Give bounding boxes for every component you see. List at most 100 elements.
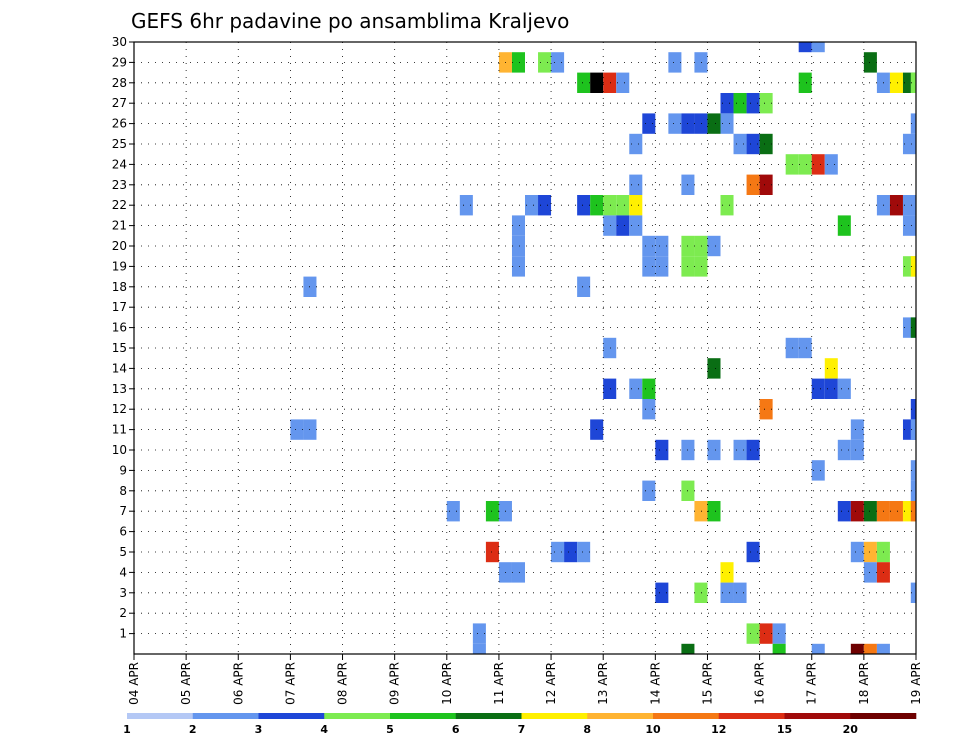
x-tick-label: 09 APR [388, 662, 402, 705]
heatmap-cell [720, 113, 734, 134]
heatmap-cell [642, 399, 656, 420]
x-tick-label: 15 APR [700, 662, 714, 705]
heatmap-cell [577, 276, 591, 297]
heatmap-cell [889, 195, 903, 216]
x-tick-label: 07 APR [283, 662, 297, 705]
heatmap-cell [910, 256, 916, 277]
heatmap-cell [798, 72, 812, 93]
heatmap-cell [629, 133, 643, 155]
colorbar-segment [653, 713, 720, 719]
heatmap-cell [707, 439, 721, 461]
heatmap-cell [707, 358, 721, 379]
heatmap-cell [472, 623, 486, 644]
heatmap-cell [446, 501, 460, 522]
colorbar-segment [258, 713, 325, 719]
y-tick-label: 27 [112, 96, 127, 110]
heatmap-cell [733, 133, 747, 155]
heatmap-cell [694, 256, 708, 277]
heatmap-cell [798, 337, 812, 359]
y-tick-label: 10 [112, 443, 127, 457]
heatmap-cell [746, 93, 760, 114]
heatmap-cell [910, 72, 916, 93]
heatmap-cell [902, 215, 916, 236]
heatmap-cell [850, 439, 864, 461]
heatmap-cell [733, 439, 747, 461]
y-tick-label: 20 [112, 239, 127, 253]
heatmap-cell [772, 623, 786, 644]
heatmap-cell [642, 378, 656, 399]
y-tick-label: 19 [112, 259, 127, 273]
heatmap-cell [694, 501, 708, 522]
x-tick-label: 17 APR [805, 662, 819, 705]
grid-lines [134, 42, 916, 654]
y-tick-label: 9 [119, 463, 127, 477]
heatmap-cell [525, 195, 539, 216]
y-tick-label: 14 [112, 361, 127, 375]
x-tick-label: 14 APR [648, 662, 662, 705]
heatmap-cell [707, 235, 721, 257]
heatmap-cell [577, 195, 591, 216]
heatmap-cell [837, 215, 851, 236]
heatmap-cell [759, 399, 773, 420]
y-tick-label: 22 [112, 198, 127, 212]
x-tick-label: 19 APR [909, 662, 923, 705]
heatmap-cell [472, 643, 486, 654]
colorbar-label: 1 [123, 723, 131, 736]
y-tick-label: 8 [119, 484, 127, 498]
heatmap-cell [511, 256, 525, 277]
heatmap-cell [616, 72, 630, 93]
colorbar-segment [390, 713, 457, 719]
colorbar-segment [718, 713, 785, 719]
x-tick-label: 05 APR [179, 662, 193, 705]
heatmap-cell [837, 501, 851, 522]
heatmap-cell [889, 501, 903, 522]
heatmap-cell [668, 52, 682, 73]
heatmap-cell [694, 235, 708, 257]
x-axis: 04 APR 05 APR 06 APR 07 APR 08 APR 09 APR 10 A… [127, 654, 923, 705]
heatmap-cell [720, 582, 734, 603]
heatmap-cell [902, 195, 916, 216]
heatmap-cell [629, 195, 643, 216]
colorbar: 1 2 3 4 5 6 7 8 10 12 15 20 [123, 713, 917, 736]
x-tick-label: 08 APR [336, 662, 350, 705]
x-tick-label: 11 APR [492, 662, 506, 705]
heatmap-cell [707, 501, 721, 522]
heatmap-cell [837, 439, 851, 461]
heatmap-cell [511, 235, 525, 257]
x-tick-label: 13 APR [596, 662, 610, 705]
heatmap-cell [811, 643, 825, 654]
heatmap-cell [733, 582, 747, 603]
heatmap-cell [694, 113, 708, 134]
heatmap-cell [720, 93, 734, 114]
x-tick-label: 06 APR [231, 662, 245, 705]
heatmap-cell [910, 419, 916, 440]
heatmap-cell [746, 133, 760, 155]
heatmap-cell [655, 439, 669, 461]
heatmap-cell [824, 358, 838, 379]
heatmap-cell [902, 133, 916, 155]
heatmap-cell [603, 337, 617, 359]
heatmap-cell [772, 643, 786, 654]
heatmap-cell [511, 215, 525, 236]
heatmap-cell [564, 541, 578, 563]
colorbar-label: 10 [645, 723, 661, 736]
chart-title: GEFS 6hr padavine po ansamblima Kraljevo [131, 9, 569, 33]
heatmap-cell [538, 195, 552, 216]
heatmap-cell [733, 93, 747, 114]
y-tick-label: 24 [112, 157, 127, 171]
x-tick-label: 18 APR [857, 662, 871, 705]
heatmap-cell [863, 52, 877, 73]
heatmap-cell [863, 541, 877, 563]
colorbar-label: 3 [255, 723, 263, 736]
y-tick-label: 3 [119, 586, 127, 600]
y-tick-label: 29 [112, 55, 127, 69]
heatmap-cell [824, 378, 838, 399]
heatmap-cell [577, 541, 591, 563]
y-tick-label: 11 [112, 423, 127, 437]
y-tick-label: 30 [112, 35, 127, 49]
heatmap-cell [629, 378, 643, 399]
heatmap-cell [746, 623, 760, 644]
x-tick-label: 04 APR [127, 662, 141, 705]
heatmap-cell [811, 42, 825, 53]
heatmap-cell [551, 52, 565, 73]
